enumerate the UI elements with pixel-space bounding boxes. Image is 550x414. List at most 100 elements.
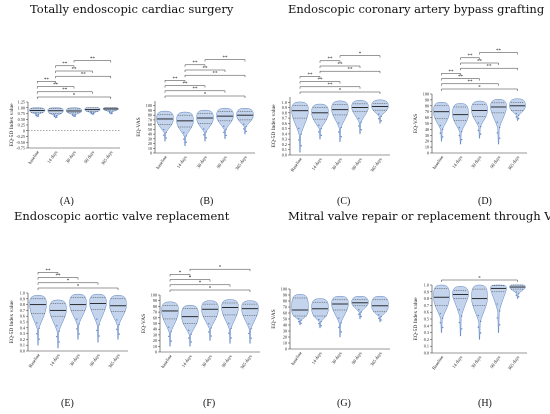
y-tick-label-h: 0.3: [424, 330, 429, 335]
y-tick-label-h: 0.1: [424, 344, 429, 349]
data-point-d: [477, 129, 479, 132]
x-tick-label-g: 365 days: [369, 351, 383, 368]
data-point-g: [378, 317, 380, 320]
y-tick-label-b: 50: [148, 127, 152, 132]
violin-c-3: [331, 100, 349, 143]
data-point-h: [442, 317, 444, 319]
significance-marker-d: **: [468, 80, 474, 85]
panel-label-h: (H): [478, 398, 492, 409]
y-tick-label-d: 50: [425, 121, 429, 126]
data-point-a: [108, 110, 111, 112]
data-point-d: [458, 134, 460, 137]
data-point-h: [480, 332, 482, 334]
y-tick-label-f: 70: [153, 310, 157, 315]
y-tick-label-d: 90: [425, 97, 429, 102]
data-point-f: [188, 329, 190, 332]
x-tick-label-a: 30 days: [65, 150, 77, 165]
data-point-d: [461, 130, 463, 133]
data-point-f: [230, 327, 232, 330]
x-tick-label-b: baseline: [155, 155, 168, 170]
y-tick-label-b: 0: [150, 151, 152, 156]
significance-bracket-a: [36, 86, 75, 89]
data-point-f: [170, 331, 172, 333]
data-point-a: [108, 111, 111, 114]
significance-bracket-d: [441, 78, 480, 81]
y-tick-label-c: 0.8: [282, 110, 287, 115]
x-tick-label-c: 365 days: [369, 157, 383, 174]
x-tick-label-c: 14 days: [311, 157, 323, 172]
data-point-d: [515, 112, 517, 115]
significance-marker-c: *: [359, 52, 362, 57]
y-tick-label-c: 0.7: [282, 116, 287, 121]
significance-marker-f: *: [209, 286, 212, 291]
data-point-f: [170, 340, 172, 342]
x-tick-label-h: 14 days: [451, 355, 463, 370]
data-point-a: [72, 114, 74, 117]
data-point-f: [208, 323, 210, 325]
data-point-e: [118, 333, 120, 335]
violin-b-2: [176, 111, 194, 147]
significance-bracket-a: [36, 96, 112, 99]
y-tick-label-h: 0.8: [424, 296, 429, 301]
violin-f-1: [161, 301, 179, 347]
significance-bracket-f: [169, 279, 211, 282]
data-point-g: [320, 325, 322, 327]
significance-marker-e: **: [46, 269, 52, 274]
significance-bracket-a: [55, 75, 112, 79]
data-point-c: [380, 115, 382, 118]
violin-g-4: [351, 295, 369, 320]
x-tick-label-g: 90 days: [351, 351, 363, 366]
data-point-h: [499, 324, 501, 326]
x-tick-label-a: 365 days: [100, 150, 114, 167]
y-tick-label-c: 0.6: [282, 121, 287, 126]
y-axis-label-f: EQ-VAS: [141, 314, 147, 333]
violin-d-5: [509, 98, 526, 121]
data-point-a: [35, 114, 37, 116]
y-tick-label-f: 50: [153, 321, 157, 326]
data-point-a: [35, 113, 37, 115]
y-tick-label-e: 0.0: [20, 349, 25, 354]
x-tick-label-b: 14 days: [176, 155, 188, 170]
significance-marker-b: **: [173, 77, 179, 82]
x-tick-label-f: 14 days: [181, 354, 193, 369]
significance-marker-d: **: [449, 70, 455, 75]
x-tick-label-b: 90 days: [216, 155, 228, 170]
significance-bracket-e: [37, 272, 59, 275]
data-point-c: [298, 139, 300, 141]
y-tick-label-e: 1.0: [20, 291, 25, 296]
y-tick-label-c: 0.4: [282, 131, 288, 136]
y-tick-label-b: 100: [146, 103, 152, 108]
data-point-e: [98, 335, 100, 337]
violin-f-5: [241, 300, 259, 344]
y-tick-label-d: 10: [425, 145, 429, 150]
significance-bracket-f: [189, 268, 251, 272]
data-point-g: [300, 322, 302, 324]
y-axis-label-c: EQ-5D Index value: [271, 104, 277, 148]
x-tick-label-c: 90 days: [351, 157, 363, 172]
data-point-f: [228, 322, 230, 325]
y-tick-label-g: 60: [283, 311, 287, 316]
y-tick-label-a: -0.75: [16, 146, 25, 151]
y-tick-label-b: 20: [148, 141, 152, 146]
data-point-e: [36, 333, 38, 335]
data-point-g: [380, 319, 382, 321]
data-point-b: [225, 134, 227, 137]
data-point-a: [53, 114, 56, 116]
significance-bracket-f: [169, 274, 191, 277]
y-tick-label-b: 10: [148, 146, 152, 151]
significance-bracket-c: [299, 81, 341, 84]
significance-marker-d: **: [468, 54, 474, 59]
significance-bracket-b: [204, 59, 246, 62]
data-point-d: [518, 114, 520, 116]
data-point-e: [116, 328, 118, 331]
data-point-b: [205, 131, 207, 133]
significance-marker-c: **: [348, 68, 354, 73]
significance-bracket-e: [37, 287, 119, 290]
data-point-g: [298, 318, 300, 320]
data-point-d: [442, 136, 444, 138]
section-title-tecs: Totally endoscopic cardiac surgery: [30, 2, 234, 16]
data-point-e: [78, 323, 80, 325]
y-tick-label-g: 10: [283, 341, 287, 346]
data-point-e: [36, 322, 38, 324]
